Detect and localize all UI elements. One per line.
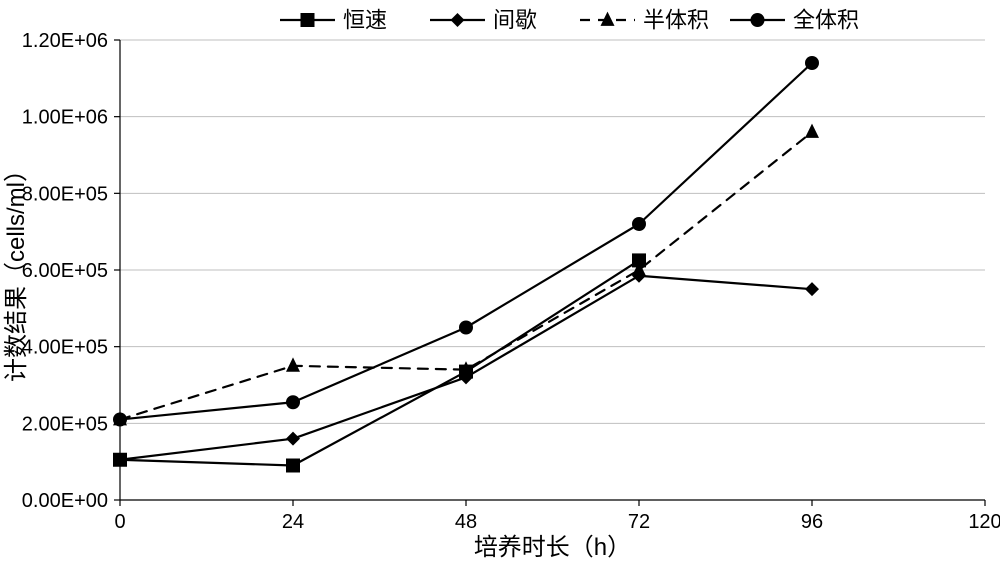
svg-text:6.00E+05: 6.00E+05: [22, 260, 108, 282]
svg-text:96: 96: [801, 511, 823, 533]
svg-text:8.00E+05: 8.00E+05: [22, 183, 108, 205]
svg-text:恒速: 恒速: [343, 8, 387, 33]
svg-text:间歇: 间歇: [493, 8, 537, 33]
svg-text:半体积: 半体积: [643, 8, 709, 33]
svg-text:1.00E+06: 1.00E+06: [22, 107, 108, 129]
svg-text:计数结果（cells/ml）: 计数结果（cells/ml）: [3, 158, 30, 382]
svg-text:48: 48: [455, 511, 477, 533]
svg-text:全体积: 全体积: [793, 8, 859, 33]
svg-text:培养时长（h）: 培养时长（h）: [474, 534, 631, 561]
line-chart: 0 24 48 72 96 120 0.00E+00 2.00E+05 4.00E+05 6.00…: [0, 0, 1000, 561]
svg-text:0.00E+00: 0.00E+00: [22, 490, 108, 512]
svg-text:4.00E+05: 4.00E+05: [22, 337, 108, 359]
svg-text:120: 120: [968, 511, 1000, 533]
svg-text:24: 24: [282, 511, 304, 533]
chart-container: 0 24 48 72 96 120 0.00E+00 2.00E+05 4.00E+05 6.00…: [0, 0, 1000, 561]
svg-text:1.20E+06: 1.20E+06: [22, 30, 108, 52]
svg-text:0: 0: [114, 511, 125, 533]
svg-text:2.00E+05: 2.00E+05: [22, 413, 108, 435]
svg-text:72: 72: [628, 511, 650, 533]
